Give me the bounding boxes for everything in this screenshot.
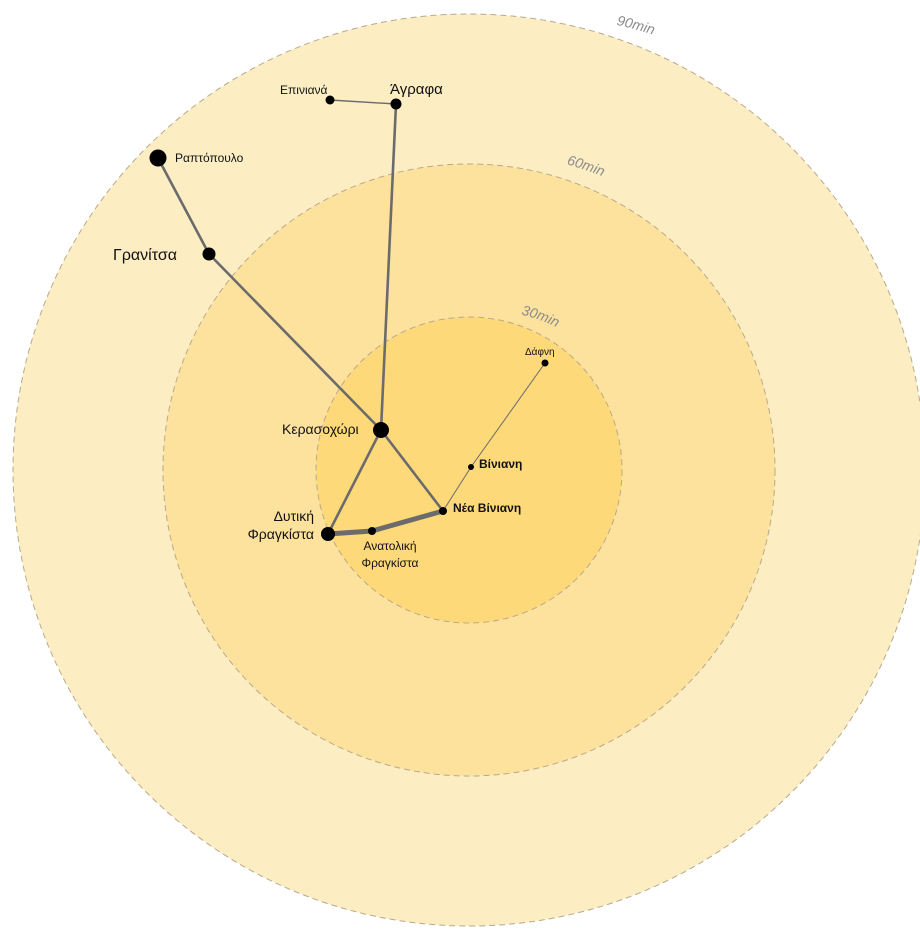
node-viniani[interactable] [468,464,474,470]
route-anatoliki-fragkista-nea-viniani [369,508,446,534]
node-epiniana[interactable] [325,95,335,105]
node-anatoliki-fragkista[interactable] [368,527,376,535]
route-kerasochori-dytiki-fragkista [326,428,383,536]
node-dytiki-fragkista[interactable] [321,527,335,541]
label-dytiki-fragkista: Δυτική Φραγκίστα [248,508,314,542]
route-viniani-dafni [470,362,546,468]
place-labels: Επινιανά Άγραφα Ραπτόπουλο Γρανίτσα Δάφνη Βίν… [113,81,555,570]
node-agrafa[interactable] [390,98,402,110]
label-viniani: Βίνιανη [479,457,522,471]
route-dytiki-fragkista-anatoliki-fragkista [325,528,375,537]
label-kerasochori: Κερασοχώρι [282,421,359,437]
node-raptopoulo[interactable] [149,149,167,167]
label-anatoliki-fragkista: Ανατολική Φραγκίστα [362,539,419,570]
route-raptopoulo-granitsa [156,156,211,256]
node-dafni[interactable] [541,359,549,367]
route-granitsa-kerasochori [207,252,383,432]
label-granitsa: Γρανίτσα [113,247,177,264]
node-kerasochori[interactable] [373,422,389,438]
label-dafni: Δάφνη [525,346,555,358]
label-epiniana: Επινιανά [280,83,328,97]
route-kerasochori-nea-viniani [379,428,445,513]
isochrone-rings [12,13,920,927]
road-routes [156,99,546,537]
route-nea-viniani-viniani [442,466,472,512]
node-granitsa[interactable] [202,247,216,261]
place-nodes [149,95,549,541]
label-agrafa: Άγραφα [390,81,443,98]
ring-90-label: 90min [616,12,658,37]
label-nea-viniani: Νέα Βίνιανη [453,501,521,515]
route-agrafa-kerasochori [379,102,398,432]
route-epiniana-agrafa [329,99,397,105]
node-nea-viniani[interactable] [439,507,447,515]
label-raptopoulo: Ραπτόπουλο [175,151,244,165]
